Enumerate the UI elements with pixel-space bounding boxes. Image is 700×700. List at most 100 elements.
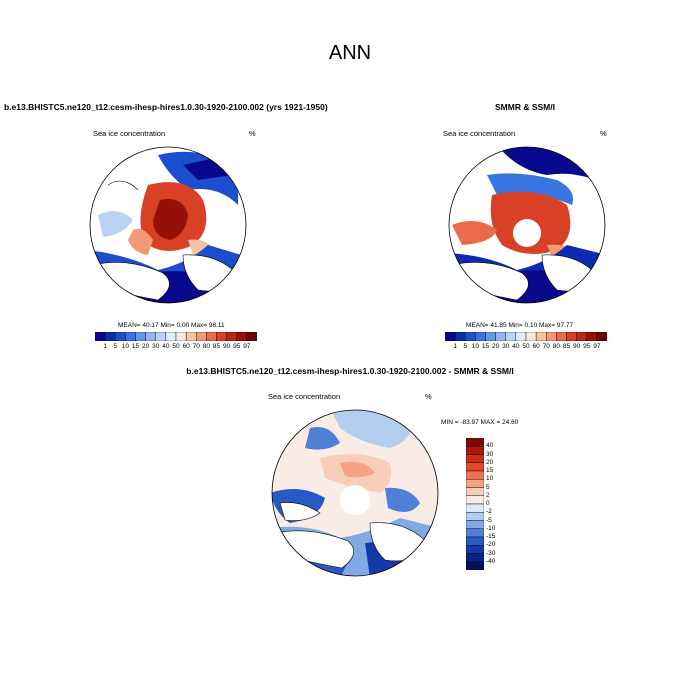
colorbar-tick-label: 15: [486, 467, 494, 474]
colorbar-swatch: [495, 332, 506, 341]
colorbar-swatch: [115, 332, 126, 341]
colorbar-swatch: [556, 332, 567, 341]
panel-1-variable-label: Sea ice concentration: [93, 129, 166, 138]
colorbar-tick-label: -15: [486, 533, 496, 540]
colorbar-swatch: [586, 332, 598, 341]
colorbar-swatch: [466, 462, 484, 472]
colorbar-swatch: [466, 553, 484, 562]
colorbar-tick-label: -2: [486, 508, 492, 516]
colorbar-swatch: [155, 332, 167, 341]
colorbar-swatch: [466, 454, 484, 463]
colorbar-tick-label: 95: [233, 343, 241, 350]
colorbar-swatch: [546, 332, 557, 341]
panel-3-variable-label: Sea ice concentration: [268, 392, 341, 401]
colorbar-swatch: [466, 487, 484, 496]
colorbar-swatch: [165, 332, 177, 341]
colorbar-swatch: [466, 438, 484, 447]
panel-2-variable-label: Sea ice concentration: [443, 129, 516, 138]
colorbar-tick-label: 10: [121, 343, 129, 350]
colorbar-swatch: [596, 332, 607, 341]
colorbar-tick-label: 80: [202, 343, 210, 350]
colorbar-tick-label: 97: [593, 343, 601, 350]
colorbar-tick-label: 30: [486, 450, 494, 458]
panel-1-title: b.e13.BHISTC5.ne120_t12.cesm-ihesp-hires…: [4, 102, 328, 112]
colorbar-swatch: [246, 332, 257, 341]
colorbar-tick-label: -5: [486, 516, 492, 524]
colorbar-swatch: [466, 561, 484, 570]
colorbar-swatch: [135, 332, 146, 341]
colorbar-swatch: [454, 332, 466, 341]
panel-3-stats: MIN = -83.97 MAX = 24.60: [441, 419, 519, 426]
colorbar-swatch: [535, 332, 547, 341]
colorbar-tick-label: 97: [243, 343, 251, 350]
colorbar-tick-label: -10: [486, 524, 496, 532]
colorbar-swatch: [466, 528, 484, 538]
colorbar-tick-label: 1: [453, 343, 457, 350]
colorbar-tick-label: 95: [583, 343, 591, 350]
colorbar-tick-label: 1: [103, 343, 107, 350]
colorbar-swatch: [206, 332, 217, 341]
colorbar-tick-label: 50: [172, 343, 180, 350]
colorbar-swatch: [104, 332, 116, 341]
colorbar-tick-label: 60: [532, 343, 540, 350]
colorbar-tick-label: 50: [522, 343, 530, 350]
colorbar-swatch: [185, 332, 197, 341]
colorbar-swatch: [445, 332, 456, 341]
colorbar-swatch: [466, 520, 484, 529]
colorbar-tick-label: 5: [486, 483, 490, 491]
panel-3-polar-map: [271, 409, 439, 577]
colorbar-swatch: [515, 332, 527, 341]
colorbar-swatch: [466, 470, 484, 480]
colorbar-tick-label: 5: [113, 343, 118, 350]
colorbar-swatch: [466, 495, 484, 505]
colorbar-tick-label: 40: [486, 442, 494, 450]
colorbar-swatch: [466, 446, 484, 455]
colorbar-swatch: [125, 332, 136, 341]
colorbar-swatch: [505, 332, 517, 341]
colorbar-swatch: [525, 332, 537, 341]
colorbar-tick-label: 90: [573, 343, 581, 350]
colorbar-tick-label: 15: [131, 343, 140, 350]
colorbar-tick-label: 0: [486, 500, 490, 507]
colorbar-swatch: [576, 332, 587, 341]
colorbar-tick-label: 70: [192, 343, 200, 350]
colorbar-swatch: [95, 332, 106, 341]
colorbar-swatch: [566, 332, 577, 341]
panel-2-title: SMMR & SSM/I: [495, 102, 555, 112]
colorbar-tick-label: -30: [486, 549, 496, 557]
colorbar-tick-label: 85: [562, 343, 571, 350]
colorbar-tick-label: 90: [223, 343, 231, 350]
colorbar-swatch: [236, 332, 248, 341]
panel-3-map-border: [271, 409, 439, 577]
colorbar-swatch: [216, 332, 227, 341]
colorbar-tick-label: 40: [512, 343, 520, 350]
panel-2-units: %: [600, 129, 607, 138]
colorbar-swatch: [466, 479, 484, 488]
colorbar-tick-label: 70: [542, 343, 550, 350]
colorbar-tick-label: 15: [481, 343, 490, 350]
panel-3-units: %: [425, 392, 432, 401]
panel-1-colorbar: [95, 332, 257, 341]
colorbar-swatch: [196, 332, 207, 341]
main-title: ANN: [328, 42, 372, 64]
colorbar-tick-label: -40: [486, 557, 496, 565]
panel-1-map-border: [89, 146, 247, 304]
panel-1-colorbar-labels: 1 5 10 15 20 30 40 50 60 70 80 85 90 95 97: [95, 343, 257, 353]
colorbar-tick-label: 40: [162, 343, 170, 350]
panel-3-title: b.e13.BHISTC5.ne120_t12.cesm-ihesp-hires…: [186, 366, 514, 376]
colorbar-swatch: [485, 332, 496, 341]
colorbar-tick-label: -20: [486, 541, 496, 549]
colorbar-swatch: [466, 512, 484, 521]
colorbar-swatch: [465, 332, 476, 341]
panel-2-colorbar: [445, 332, 607, 341]
colorbar-tick-label: 10: [471, 343, 479, 350]
colorbar-tick-label: 30: [502, 343, 510, 350]
colorbar-tick-label: 5: [463, 343, 468, 350]
colorbar-swatch: [466, 503, 484, 513]
panel-1-polar-map: [89, 146, 247, 304]
colorbar-tick-label: 20: [142, 343, 150, 350]
colorbar-swatch: [466, 536, 484, 546]
colorbar-swatch: [226, 332, 237, 341]
colorbar-tick-label: 85: [212, 343, 221, 350]
colorbar-swatch: [466, 545, 484, 554]
